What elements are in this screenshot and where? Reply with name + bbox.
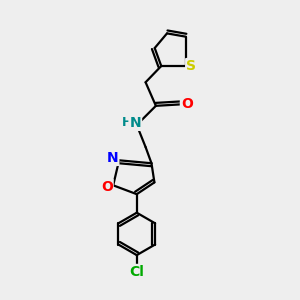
Text: S: S — [186, 59, 196, 73]
Text: O: O — [181, 98, 193, 111]
Text: N: N — [107, 151, 118, 165]
Text: Cl: Cl — [129, 265, 144, 279]
Text: H: H — [122, 116, 133, 128]
Text: O: O — [101, 180, 113, 194]
Text: N: N — [130, 116, 141, 130]
